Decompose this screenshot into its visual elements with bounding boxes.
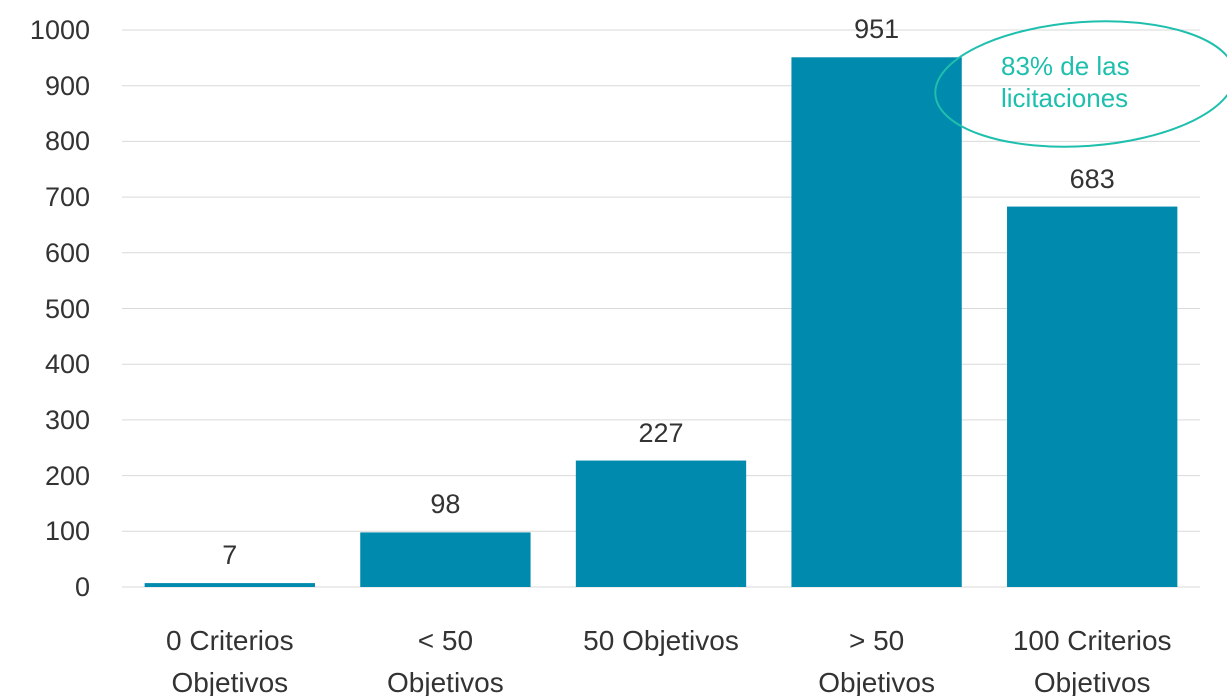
value-label: 227 bbox=[638, 417, 684, 448]
y-tick-label: 600 bbox=[44, 237, 90, 268]
y-tick-label: 200 bbox=[44, 460, 90, 491]
bar bbox=[360, 532, 531, 587]
x-tick-label: 100 Criterios Objetivos bbox=[1012, 625, 1172, 696]
y-tick-label: 1000 bbox=[29, 15, 90, 45]
annotation: 83% de las licitaciones bbox=[1001, 51, 1130, 113]
x-tick-label: 50 Objetivos bbox=[583, 625, 739, 656]
bar bbox=[144, 583, 315, 587]
annotation-ellipse bbox=[934, 20, 1227, 148]
y-tick-label: 100 bbox=[44, 516, 90, 547]
value-label: 7 bbox=[222, 540, 238, 571]
y-tick-label: 300 bbox=[44, 404, 90, 435]
bar bbox=[575, 460, 747, 587]
y-tick-label: 800 bbox=[44, 126, 90, 157]
bar bbox=[791, 57, 962, 588]
y-tick-label: 900 bbox=[44, 70, 90, 101]
value-label: 951 bbox=[854, 14, 900, 45]
value-label: 683 bbox=[1069, 163, 1115, 194]
x-tick-label: 0 Criterios Objetivos bbox=[166, 625, 294, 696]
y-tick-label: 500 bbox=[44, 293, 90, 324]
value-label: 98 bbox=[430, 489, 461, 520]
bar bbox=[1007, 206, 1178, 587]
x-tick-label: < 50 Objetivos bbox=[387, 625, 504, 696]
x-tick-label: > 50 Objetivos bbox=[818, 625, 935, 696]
y-tick-label: 700 bbox=[44, 182, 90, 213]
y-tick-label: 0 bbox=[74, 572, 90, 602]
y-tick-label: 400 bbox=[44, 349, 90, 380]
